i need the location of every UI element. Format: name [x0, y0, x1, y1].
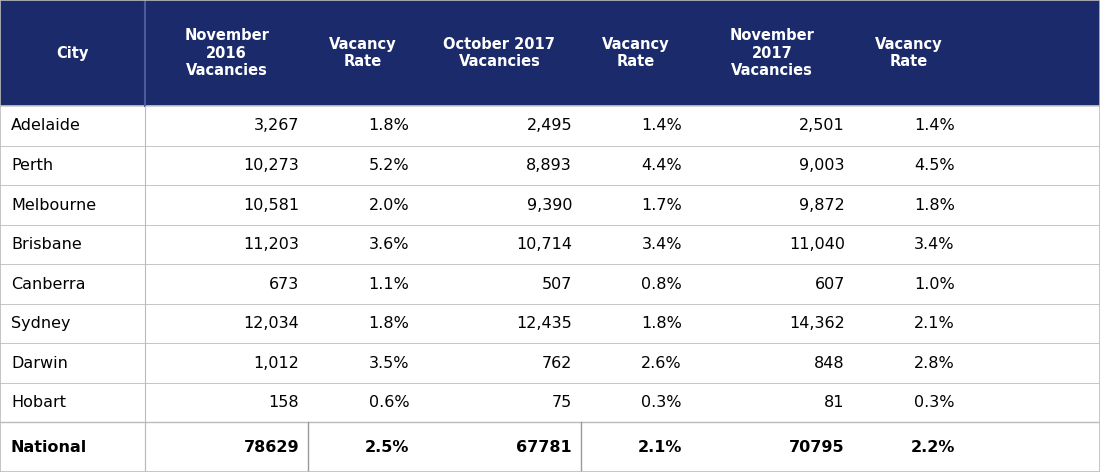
Text: 762: 762: [541, 355, 572, 371]
Text: 673: 673: [270, 277, 299, 292]
Text: 3.6%: 3.6%: [368, 237, 409, 252]
Text: 4.4%: 4.4%: [641, 158, 682, 173]
Text: Perth: Perth: [11, 158, 53, 173]
Text: Canberra: Canberra: [11, 277, 86, 292]
Text: 81: 81: [824, 395, 845, 410]
Text: Vacancy
Rate: Vacancy Rate: [602, 37, 670, 69]
Text: 14,362: 14,362: [789, 316, 845, 331]
Text: 70795: 70795: [789, 440, 845, 455]
Bar: [0, 344, 1100, 383]
Text: 2.6%: 2.6%: [641, 355, 682, 371]
Text: 0.3%: 0.3%: [914, 395, 955, 410]
Bar: [0, 146, 1100, 185]
Text: 9,872: 9,872: [799, 197, 845, 212]
Text: 9,390: 9,390: [527, 197, 572, 212]
Text: 9,003: 9,003: [800, 158, 845, 173]
Text: 78629: 78629: [243, 440, 299, 455]
Text: 1.4%: 1.4%: [641, 118, 682, 134]
Text: 5.2%: 5.2%: [368, 158, 409, 173]
Text: 0.6%: 0.6%: [368, 395, 409, 410]
Text: November
2016
Vacancies: November 2016 Vacancies: [184, 28, 270, 78]
Text: 12,034: 12,034: [243, 316, 299, 331]
Text: Sydney: Sydney: [11, 316, 70, 331]
Text: 507: 507: [541, 277, 572, 292]
Text: 848: 848: [814, 355, 845, 371]
Text: Adelaide: Adelaide: [11, 118, 81, 134]
Bar: [0, 106, 1100, 146]
Text: Brisbane: Brisbane: [11, 237, 81, 252]
Bar: [0, 264, 1100, 304]
Text: 1.4%: 1.4%: [914, 118, 955, 134]
Text: 2,495: 2,495: [527, 118, 572, 134]
Text: 1,012: 1,012: [253, 355, 299, 371]
Bar: [0, 225, 1100, 264]
Text: 3,267: 3,267: [254, 118, 299, 134]
Bar: [0, 383, 1100, 422]
Text: 10,714: 10,714: [516, 237, 572, 252]
Text: November
2017
Vacancies: November 2017 Vacancies: [729, 28, 815, 78]
Text: Vacancy
Rate: Vacancy Rate: [874, 37, 943, 69]
Text: 2.1%: 2.1%: [914, 316, 955, 331]
Text: 1.1%: 1.1%: [368, 277, 409, 292]
Text: 11,040: 11,040: [789, 237, 845, 252]
Text: 1.8%: 1.8%: [641, 316, 682, 331]
Bar: [0, 304, 1100, 344]
Text: 10,273: 10,273: [243, 158, 299, 173]
Text: 0.3%: 0.3%: [641, 395, 682, 410]
Text: Darwin: Darwin: [11, 355, 68, 371]
Text: 1.8%: 1.8%: [368, 118, 409, 134]
Bar: [0, 0, 1100, 106]
Text: 3.4%: 3.4%: [914, 237, 955, 252]
Bar: [0, 185, 1100, 225]
Text: 2.5%: 2.5%: [365, 440, 409, 455]
Text: 3.5%: 3.5%: [368, 355, 409, 371]
Text: 1.8%: 1.8%: [368, 316, 409, 331]
Text: 11,203: 11,203: [243, 237, 299, 252]
Text: 607: 607: [814, 277, 845, 292]
Text: Melbourne: Melbourne: [11, 197, 96, 212]
Text: 8,893: 8,893: [526, 158, 572, 173]
Text: 4.5%: 4.5%: [914, 158, 955, 173]
Text: 1.0%: 1.0%: [914, 277, 955, 292]
Text: City: City: [56, 46, 89, 60]
Bar: [0, 422, 1100, 472]
Text: 2.1%: 2.1%: [638, 440, 682, 455]
Text: 158: 158: [268, 395, 299, 410]
Text: 2.0%: 2.0%: [368, 197, 409, 212]
Text: October 2017
Vacancies: October 2017 Vacancies: [443, 37, 556, 69]
Text: National: National: [11, 440, 87, 455]
Text: 2.8%: 2.8%: [914, 355, 955, 371]
Text: 1.8%: 1.8%: [914, 197, 955, 212]
Text: Hobart: Hobart: [11, 395, 66, 410]
Text: Vacancy
Rate: Vacancy Rate: [329, 37, 397, 69]
Text: 3.4%: 3.4%: [641, 237, 682, 252]
Text: 2.2%: 2.2%: [911, 440, 955, 455]
Text: 0.8%: 0.8%: [641, 277, 682, 292]
Text: 1.7%: 1.7%: [641, 197, 682, 212]
Text: 67781: 67781: [516, 440, 572, 455]
Text: 75: 75: [552, 395, 572, 410]
Text: 10,581: 10,581: [243, 197, 299, 212]
Text: 12,435: 12,435: [516, 316, 572, 331]
Text: 2,501: 2,501: [799, 118, 845, 134]
